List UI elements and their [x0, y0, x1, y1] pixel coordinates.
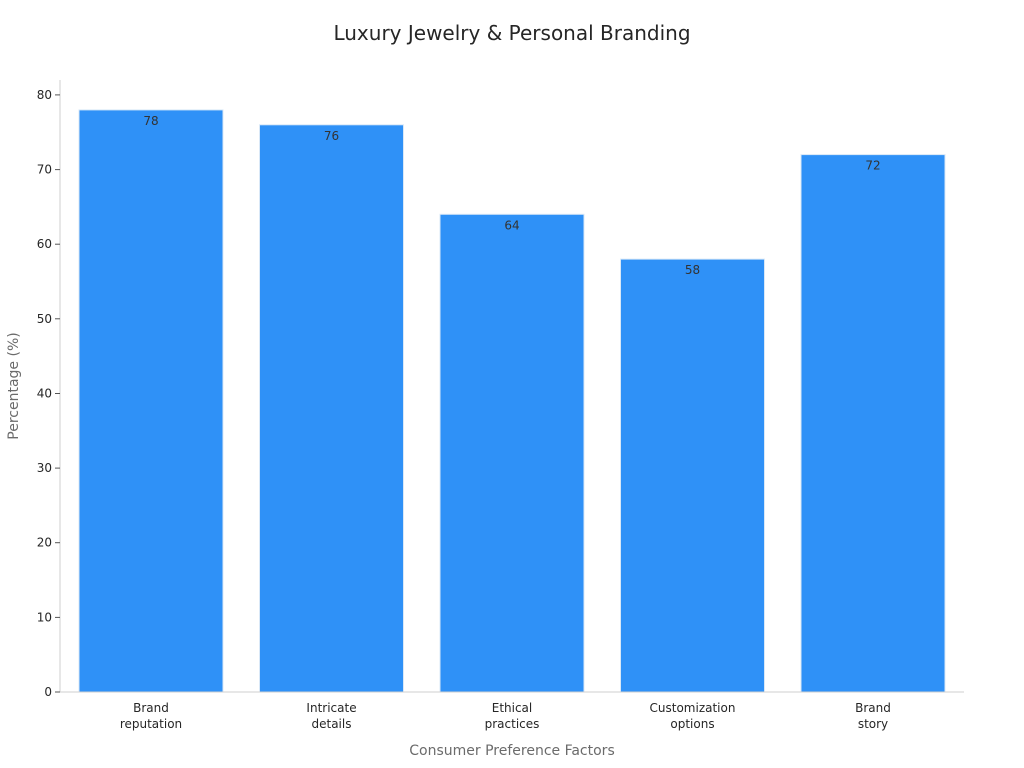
y-tick-label: 40: [37, 387, 52, 401]
y-axis-label: Percentage (%): [6, 332, 22, 439]
bar-value-label: 72: [865, 159, 880, 173]
bar-value-label: 58: [685, 263, 700, 277]
y-ticks: 0 10 20 30 40 50 60 70 80: [37, 88, 60, 699]
y-tick-label: 60: [37, 237, 52, 251]
chart-title: Luxury Jewelry & Personal Branding: [333, 21, 690, 45]
x-axis-label: Consumer Preference Factors: [409, 743, 614, 759]
y-tick-label: 30: [37, 461, 52, 475]
bars-layer: [78, 109, 946, 693]
x-ticks: Brand reputation Intricate details Ethical pr…: [120, 701, 891, 731]
data-labels: 78 76 64 58 72: [143, 114, 880, 277]
y-tick-label: 70: [37, 163, 52, 177]
y-tick-label: 0: [44, 685, 52, 699]
bar-value-label: 78: [143, 114, 158, 128]
bar: [620, 258, 765, 693]
x-tick-label: Brand story: [855, 701, 891, 731]
y-tick-label: 80: [37, 88, 52, 102]
x-tick-label: Brand reputation: [120, 701, 182, 731]
x-tick-label: Customization options: [650, 701, 736, 731]
bar: [800, 154, 946, 693]
y-tick-label: 20: [37, 536, 52, 550]
bar: [259, 124, 404, 693]
y-tick-label: 50: [37, 312, 52, 326]
bar-value-label: 64: [504, 218, 519, 232]
bar-value-label: 76: [324, 129, 339, 143]
x-tick-label: Intricate details: [306, 701, 356, 731]
bar: [78, 109, 224, 693]
bar: [439, 213, 585, 693]
axes-layer: [59, 80, 964, 693]
y-tick-label: 10: [37, 610, 52, 624]
x-tick-label: Ethical practices: [485, 701, 540, 731]
